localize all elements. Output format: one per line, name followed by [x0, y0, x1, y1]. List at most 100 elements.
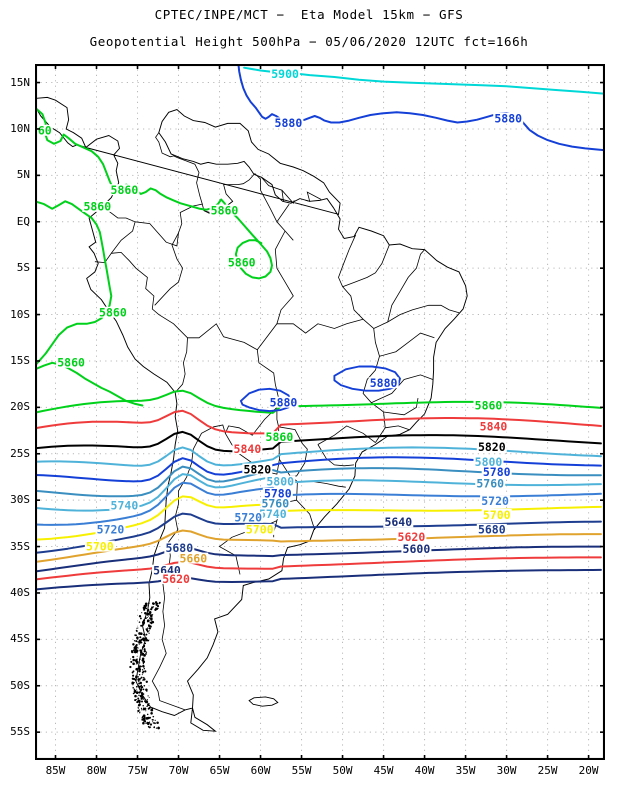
relief-stipple	[146, 700, 149, 703]
contour-label-mask	[268, 396, 299, 408]
relief-stipple	[136, 636, 139, 640]
contour-label: 5860	[475, 398, 503, 412]
relief-stipple	[138, 691, 141, 694]
x-axis-tick-label: 65W	[209, 764, 230, 777]
contour-label: 5820	[243, 462, 271, 476]
relief-stipple	[141, 669, 144, 671]
relief-stipple	[138, 615, 142, 618]
contour-label-mask	[262, 487, 293, 499]
contour-label-mask	[209, 204, 240, 216]
relief-stipple	[136, 701, 139, 704]
relief-stipple	[138, 641, 141, 644]
relief-stipple	[132, 643, 135, 646]
relief-stipple	[137, 707, 140, 709]
relief-stipple	[137, 647, 139, 649]
contour-label: 5700	[86, 539, 114, 553]
contour-label: 5880	[370, 376, 398, 390]
country-border-5	[281, 189, 295, 204]
relief-stipple	[143, 645, 146, 648]
title-block: CPTEC/INPE/MCT − Eta Model 15km − GFS Ge…	[0, 0, 618, 49]
contour-label: 5760	[476, 476, 504, 490]
contour-label: 5700	[246, 523, 274, 537]
x-axis-tick-label: 40W	[414, 764, 435, 777]
relief-stipple	[137, 640, 139, 643]
y-axis-tick-label: 40S	[10, 585, 30, 599]
contour-label: 5860	[99, 306, 127, 320]
contour-label: 5780	[264, 487, 292, 501]
relief-stipple	[129, 665, 132, 669]
relief-stipple	[130, 658, 132, 660]
y-axis-tick-label: 10S	[10, 307, 30, 321]
relief-stipple	[149, 726, 152, 728]
contour-label: 5880	[275, 116, 303, 130]
x-axis-tick-label: 85W	[45, 764, 66, 777]
relief-stipple	[147, 703, 149, 706]
relief-stipple	[137, 709, 140, 713]
relief-stipple	[154, 608, 157, 611]
contour-label: 5880	[270, 396, 298, 410]
relief-stipple	[147, 602, 150, 604]
relief-stipple	[141, 612, 143, 614]
relief-stipple	[146, 640, 148, 642]
relief-stipple	[147, 639, 150, 642]
relief-stipple	[132, 655, 135, 659]
contour-label-mask	[242, 463, 273, 475]
y-axis-tick-label: 15S	[10, 353, 30, 367]
relief-stipple	[142, 662, 145, 665]
contour-label-mask	[161, 573, 192, 584]
relief-stipple	[141, 715, 144, 718]
relief-stipple	[146, 713, 149, 716]
country-border-15	[296, 499, 316, 531]
relief-stipple	[146, 620, 149, 623]
contour-label: 5860	[57, 356, 85, 370]
contour-5660	[35, 529, 602, 563]
relief-stipple	[130, 660, 133, 663]
country-border-23	[371, 374, 433, 404]
y-axis-tick-label: 30S	[10, 493, 30, 507]
relief-stipple	[139, 636, 142, 639]
country-border-11	[151, 424, 226, 711]
country-border-29	[276, 318, 364, 334]
relief-stipple	[134, 694, 137, 698]
country-border-3	[155, 132, 203, 205]
contour-label-mask	[476, 523, 507, 535]
relief-stipple	[138, 709, 140, 711]
relief-stipple	[141, 621, 145, 624]
relief-stipple	[132, 674, 135, 677]
plot-background	[35, 64, 605, 760]
relief-stipple	[145, 710, 147, 712]
relief-stipple	[156, 608, 158, 610]
x-axis-tick-label: 55W	[291, 764, 312, 777]
relief-stipple	[135, 691, 139, 694]
relief-stipple	[136, 698, 138, 700]
relief-stipple	[145, 717, 149, 720]
relief-stipple	[140, 707, 143, 710]
coastline-falkland-islands	[248, 696, 279, 707]
contour-label-mask	[260, 497, 291, 509]
relief-stipple	[135, 649, 139, 653]
relief-stipple	[135, 629, 138, 632]
country-border-0	[94, 251, 188, 393]
relief-stipple	[139, 680, 141, 682]
relief-stipple	[150, 608, 153, 611]
contour-label-mask	[480, 495, 511, 507]
country-border-27	[342, 244, 390, 288]
y-axis-tick-label: 10N	[10, 121, 30, 135]
relief-stipple	[150, 626, 152, 628]
contour-5860	[35, 200, 113, 367]
contour-label-mask	[368, 377, 399, 389]
relief-stipple	[143, 678, 146, 681]
country-border-24	[379, 332, 435, 357]
relief-stipple	[140, 686, 144, 689]
relief-stipple	[143, 648, 146, 651]
contour-label-mask	[109, 499, 140, 511]
relief-stipple	[141, 659, 144, 662]
relief-stipple	[131, 651, 134, 654]
relief-stipple	[139, 694, 143, 698]
relief-stipple	[143, 719, 146, 722]
relief-stipple	[149, 614, 153, 618]
contour-label-mask	[473, 456, 504, 468]
y-axis-tick-label: 35S	[10, 539, 30, 553]
relief-stipple	[137, 680, 140, 682]
contour-label: 5800	[475, 455, 503, 469]
